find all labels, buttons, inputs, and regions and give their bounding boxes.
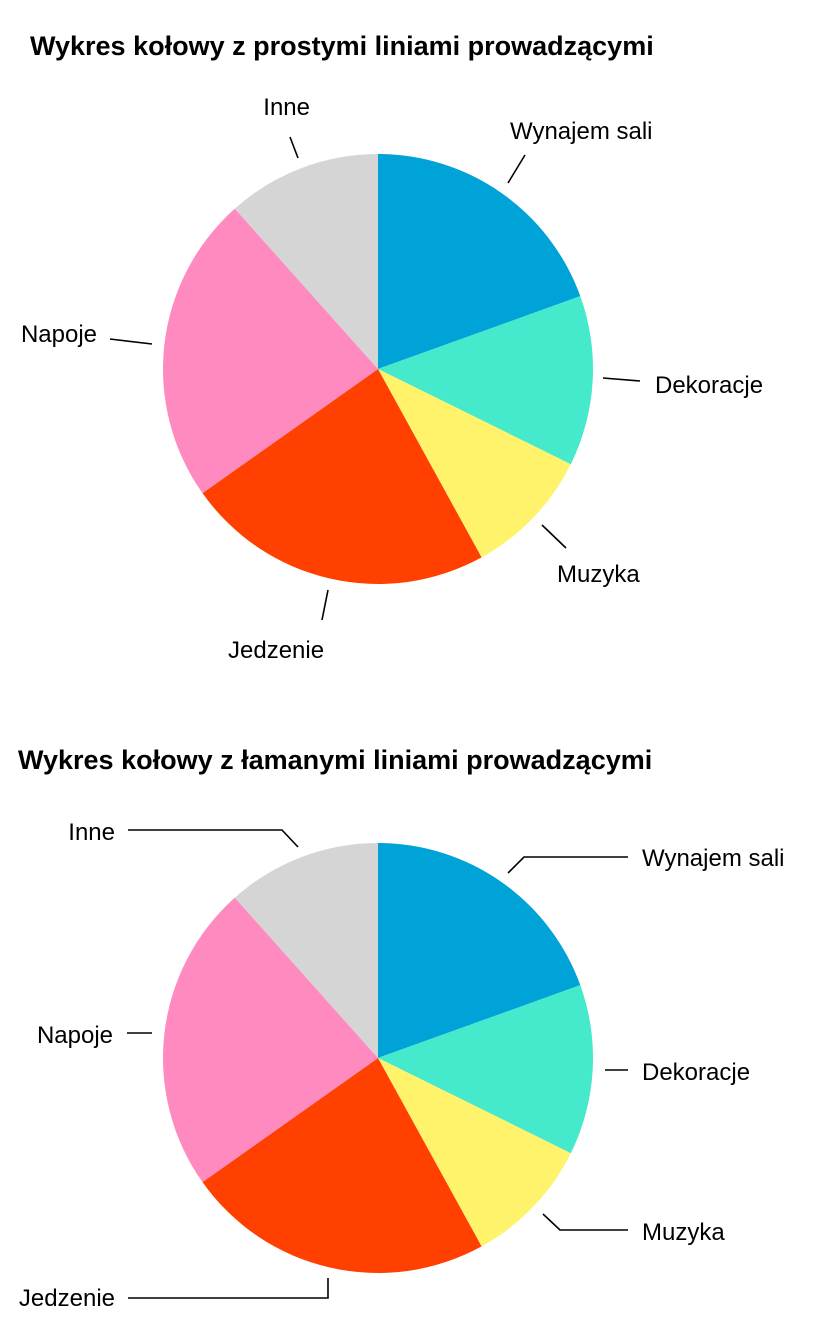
pie-slice-jedzenie [202,369,482,585]
leader-line [128,829,299,848]
pie-slice-napoje [163,897,378,1183]
leader-line [128,1278,329,1299]
leader-line [602,377,641,382]
pie-slice-dekoracje [378,296,593,465]
pie-slice-jedzenie [202,1058,482,1273]
chart-1-title: Wykres kołowy z prostymi liniami prowadz… [30,31,654,61]
chart-2-pie: Wynajem sali Dekoracje Muzyka Jedzenie Napoj… [19,819,785,1312]
slice-label: Napoje [21,321,97,348]
leader-line [541,524,567,549]
slice-label: Dekoracje [655,372,763,399]
leader-line [507,154,526,184]
leader-line [289,136,299,159]
slice-label: Wynajem sali [642,845,785,872]
slice-label: Dekoracje [642,1059,750,1086]
chart-1-pie: Wynajem sali Dekoracje Muzyka Jedzenie Napoj… [21,94,763,664]
slice-label: Jedzenie [228,637,324,664]
leader-line [321,589,329,621]
pie-slice-inne [234,154,378,369]
slice-label: Muzyka [557,561,640,588]
leader-line [507,856,628,874]
pie-slice-muzyka [378,369,571,558]
slice-label: Inne [263,94,310,121]
slice-label: Inne [68,819,115,846]
slice-label: Muzyka [642,1219,725,1246]
leader-line [109,338,153,345]
pie-slice-wynajem-sali [378,154,581,369]
slice-label: Wynajem sali [510,118,653,145]
chart-2-title: Wykres kołowy z łamanymi liniami prowadz… [18,745,652,775]
pie-slice-wynajem-sali [378,843,581,1058]
pie-slice-napoje [162,208,378,494]
slice-label: Napoje [37,1022,113,1049]
pie-slice-muzyka [378,1058,571,1247]
pie-slice-dekoracje [378,985,593,1154]
leader-line [542,1213,628,1231]
pie-slice-inne [234,843,378,1058]
slice-label: Jedzenie [19,1285,115,1312]
